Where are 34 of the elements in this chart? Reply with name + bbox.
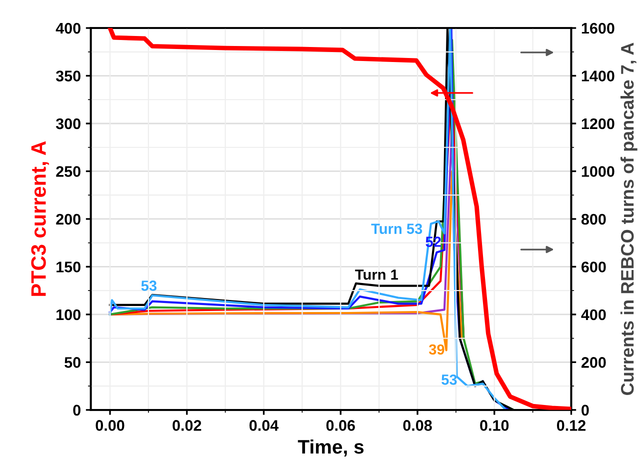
x-tick-label: 0.12 — [556, 420, 586, 431]
y-axis-title: PTC3 current, A — [31, 141, 49, 296]
y-tick-label: 100 — [56, 309, 80, 320]
x-tick-label: 0.06 — [326, 420, 355, 431]
x-tick-label: 0.00 — [96, 420, 124, 431]
y-tick-label: 0 — [73, 404, 80, 416]
y-tick-label: 350 — [56, 70, 80, 82]
annotation: 53 — [442, 374, 457, 385]
y2-tick-label: 1200 — [582, 118, 614, 130]
x-tick-label: 0.04 — [249, 420, 279, 431]
y2-tick-label: 1600 — [582, 22, 614, 34]
y2-tick-label: 800 — [581, 214, 606, 225]
y-tick-label: 300 — [56, 118, 80, 130]
annotation: 52 — [426, 236, 441, 247]
y-tick-label: 400 — [56, 22, 80, 34]
y2-tick-label: 600 — [582, 262, 606, 272]
y-tick-label: 150 — [56, 262, 80, 272]
x-tick-label: 0.10 — [480, 420, 509, 431]
x-axis-title: Time, s — [298, 439, 364, 457]
annotation: Turn 53 — [371, 224, 422, 234]
y2-tick-label: 0 — [582, 404, 589, 416]
y-tick-label: 50 — [64, 357, 80, 368]
x-tick-label: 0.08 — [403, 420, 432, 431]
y2-axis-title: Currents in REBCO turns of pancake 7, A — [620, 42, 638, 395]
y2-tick-label: 200 — [581, 357, 606, 368]
y-tick-label: 250 — [56, 166, 80, 177]
y2-tick-label: 1000 — [582, 166, 614, 177]
annotation: 53 — [141, 280, 157, 291]
annotation: Turn 1 — [355, 270, 398, 280]
y2-tick-label: 400 — [581, 309, 606, 320]
annotation: 39 — [428, 344, 444, 355]
y-tick-label: 200 — [56, 214, 80, 225]
x-tick-label: 0.02 — [172, 420, 202, 431]
y2-tick-label: 1400 — [582, 70, 614, 82]
